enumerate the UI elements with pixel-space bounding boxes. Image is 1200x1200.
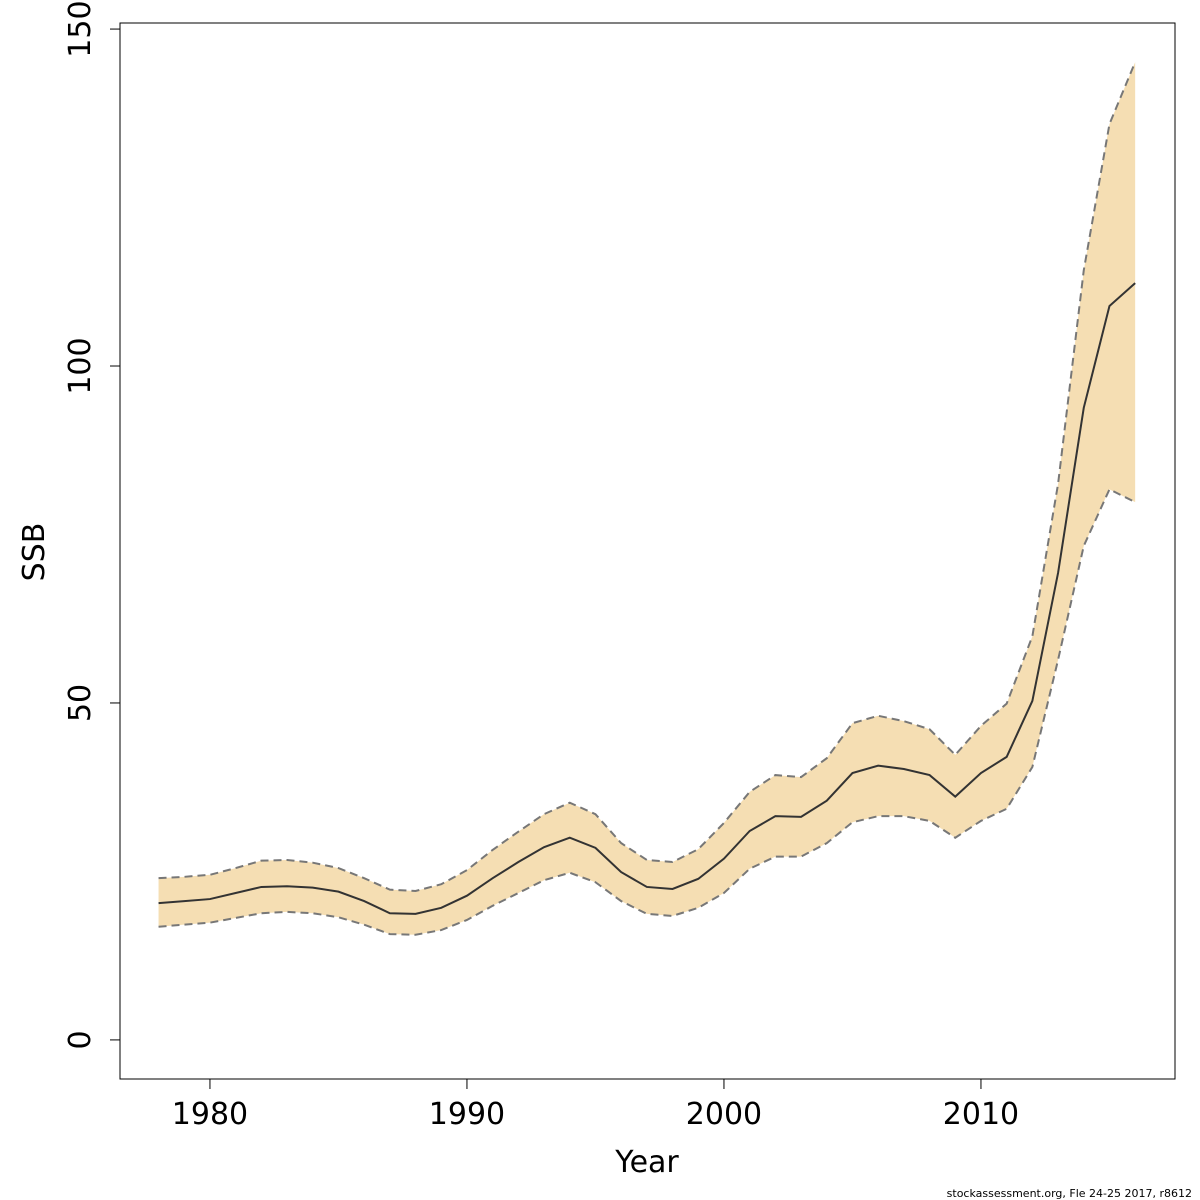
y-tick-label: 0 — [63, 1030, 98, 1049]
y-axis-label: SSB — [17, 523, 52, 582]
x-tick-label: 2000 — [686, 1097, 762, 1132]
x-tick-label: 2010 — [943, 1097, 1019, 1132]
confidence-band — [158, 62, 1136, 935]
x-axis-label: Year — [614, 1145, 679, 1180]
caption: stockassessment.org, Fle 24-25 2017, r86… — [947, 1187, 1192, 1200]
bound-line — [158, 487, 1136, 936]
plot-frame — [119, 22, 1176, 1080]
y-tick-label: 150 — [63, 0, 98, 57]
y-tick-label: 100 — [63, 337, 98, 394]
x-tick-label: 1980 — [172, 1097, 248, 1132]
x-tick-label: 1990 — [429, 1097, 505, 1132]
estimate-line — [158, 282, 1136, 915]
y-tick-label: 50 — [63, 684, 98, 722]
